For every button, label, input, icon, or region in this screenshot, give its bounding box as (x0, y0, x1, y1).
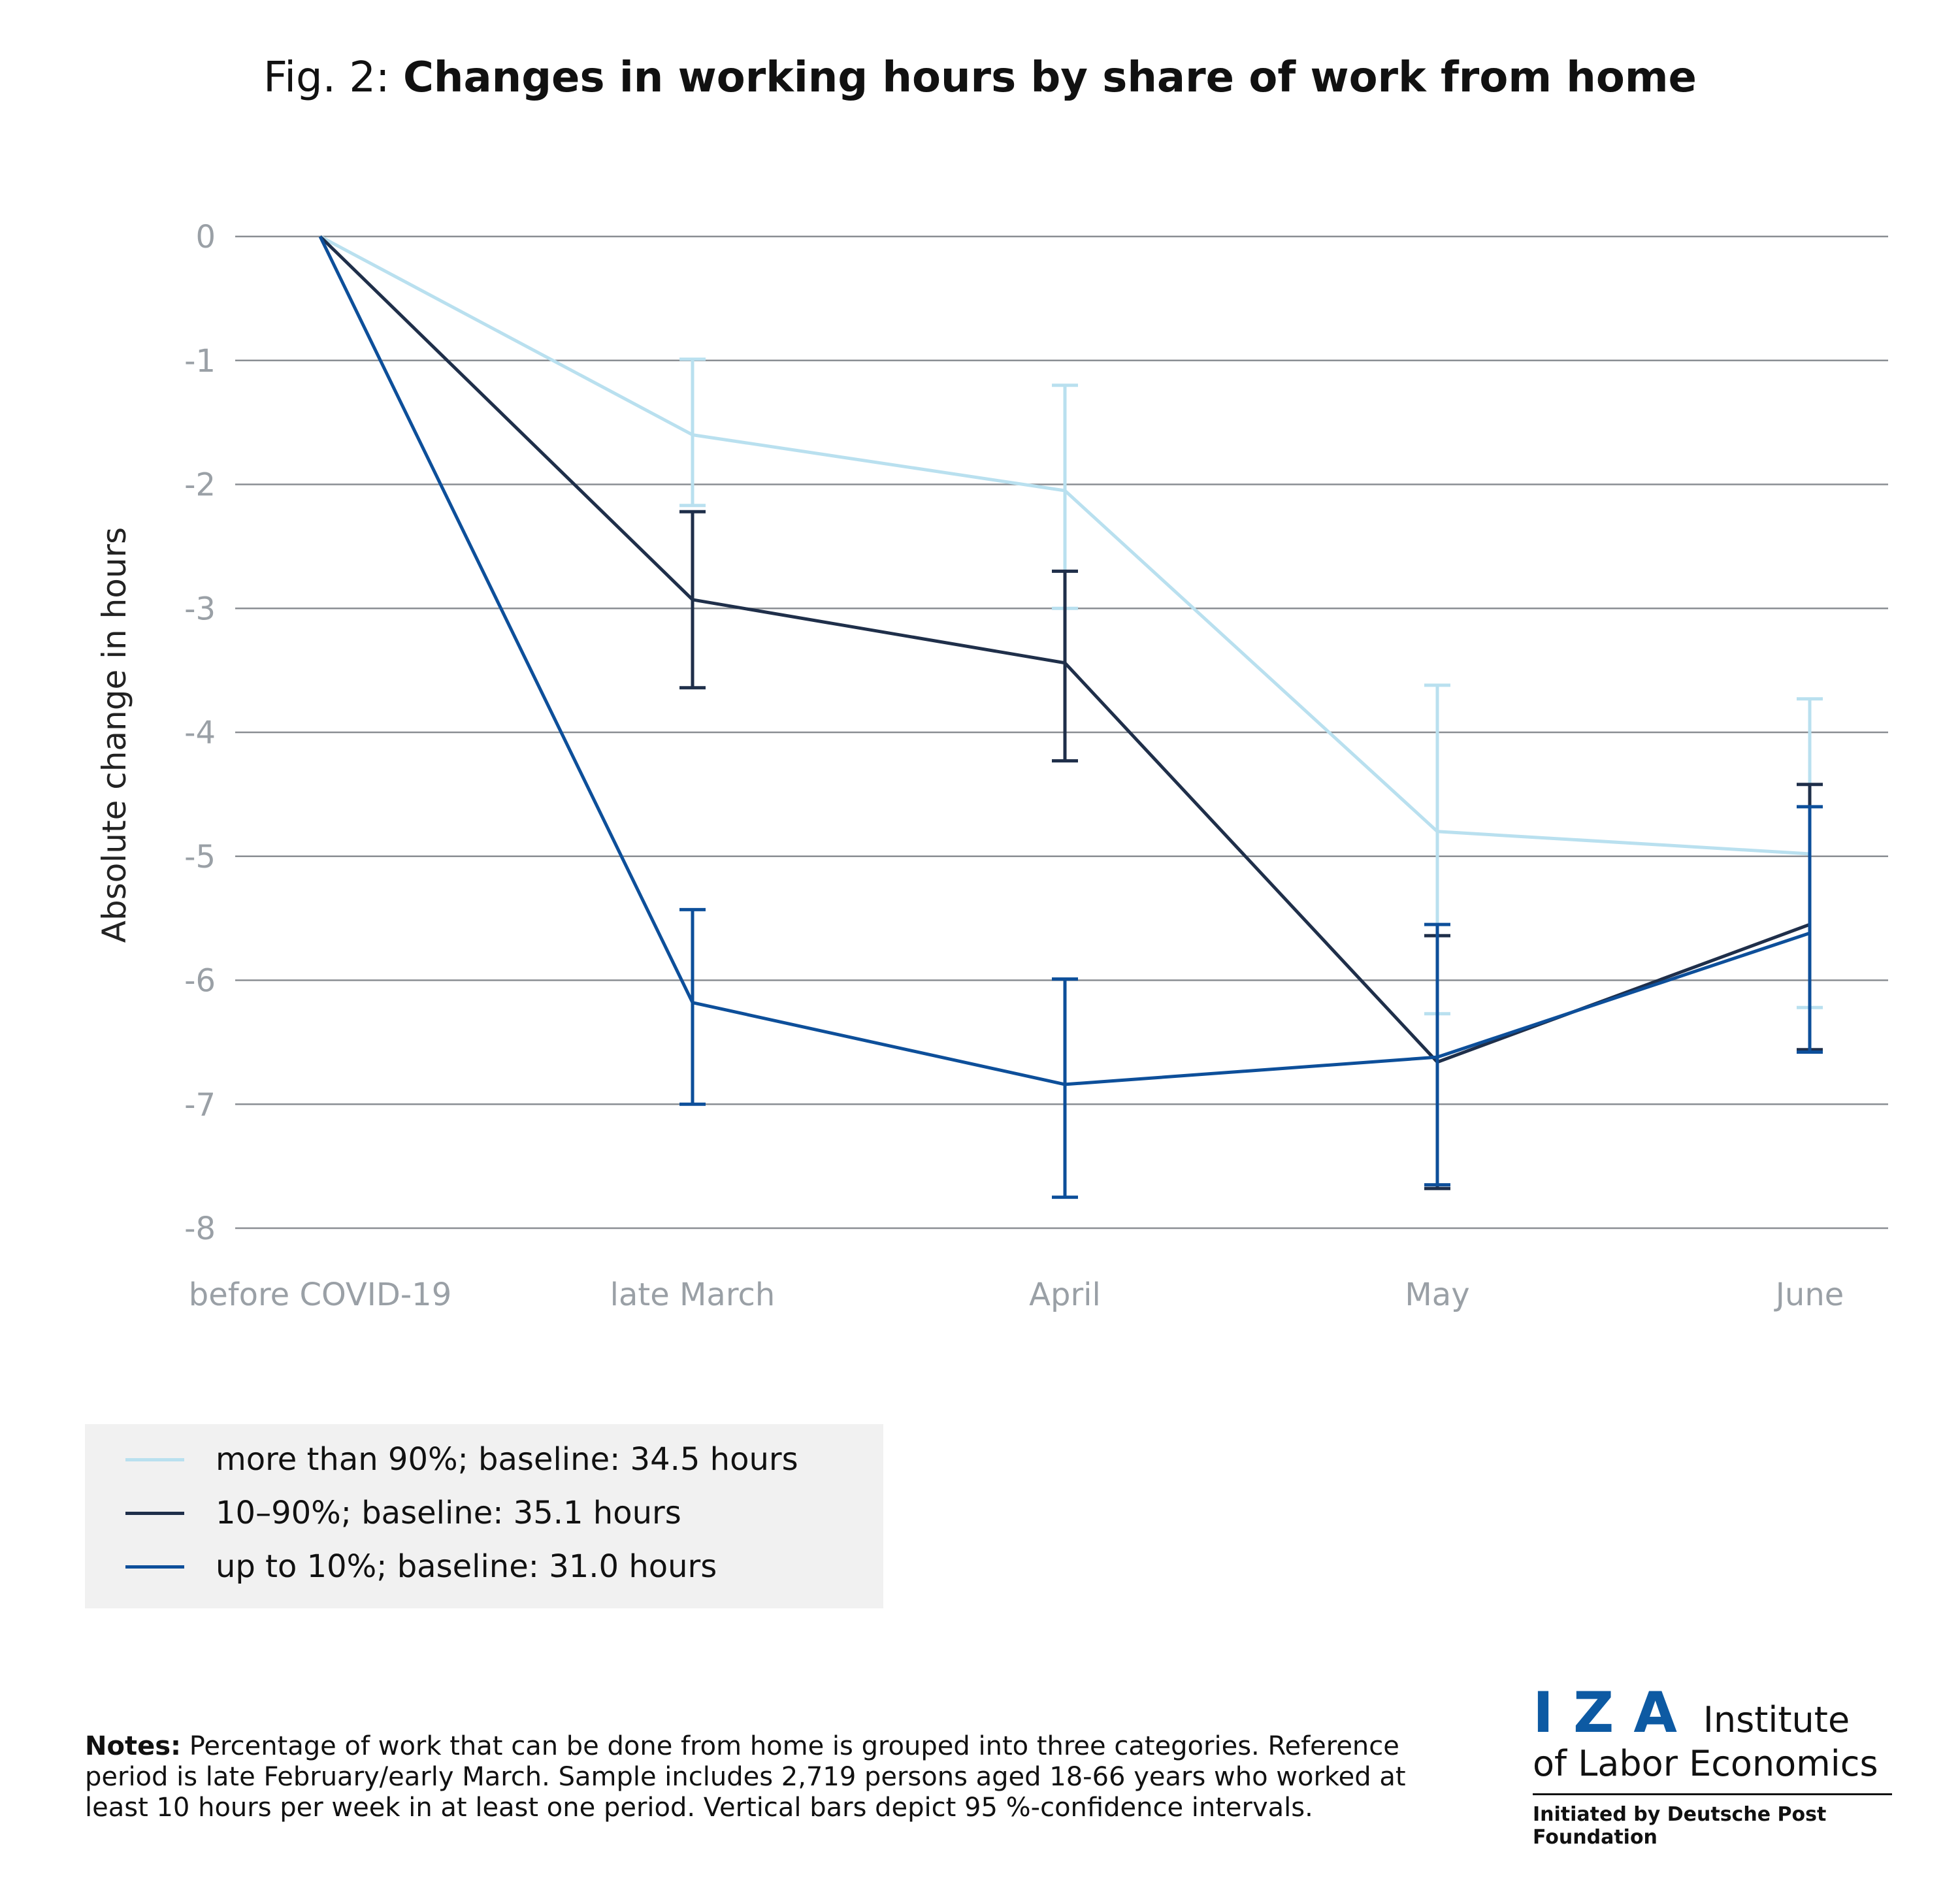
notes-text: Percentage of work that can be done from… (85, 1731, 1406, 1823)
chart-title: Fig. 2: Changes in working hours by shar… (0, 54, 1960, 102)
y-tick-label: -1 (184, 343, 216, 380)
legend-item: 10–90%; baseline: 35.1 hours (125, 1493, 681, 1533)
legend-label: more than 90%; baseline: 34.5 hours (216, 1441, 798, 1478)
y-tick-label: 0 (195, 219, 216, 255)
legend-item: up to 10%; baseline: 31.0 hours (125, 1547, 717, 1586)
x-axis-ticks: before COVID-19 late March April May June (189, 1277, 1844, 1313)
logo-line1: Institute (1703, 1699, 1850, 1740)
error-bar (1424, 922, 1450, 1187)
error-bar (679, 357, 706, 508)
legend-label: 10–90%; baseline: 35.1 hours (216, 1495, 681, 1531)
x-tick-label: before COVID-19 (189, 1277, 452, 1313)
y-tick-label: -6 (184, 963, 216, 1000)
x-tick-label: late March (610, 1277, 776, 1313)
error-bar (679, 907, 706, 1106)
y-axis-title: Absolute change in hours (95, 527, 133, 943)
legend-swatch (125, 1511, 184, 1515)
x-tick-label: June (1774, 1277, 1844, 1313)
legend-swatch (125, 1565, 184, 1569)
logo-line2: of Labor Economics (1533, 1743, 1878, 1784)
legend: more than 90%; baseline: 34.5 hours 10–90… (85, 1424, 883, 1608)
line-chart: 0 -1 -2 -3 -4 -5 -6 -7 -8 before COVID-19 late Ma… (95, 219, 1888, 1313)
y-tick-label: -2 (184, 467, 216, 504)
error-bar (679, 510, 706, 690)
logo-tagline: Initiated by Deutsche Post Foundation (1533, 1803, 1827, 1849)
error-bar (1052, 569, 1078, 763)
legend-swatch (125, 1457, 184, 1461)
legend-label: up to 10%; baseline: 31.0 hours (216, 1548, 717, 1585)
y-axis-ticks: 0 -1 -2 -3 -4 -5 -6 -7 -8 (184, 219, 216, 1247)
logo-mark: IZA (1533, 1680, 1697, 1746)
y-tick-label: -7 (184, 1086, 216, 1123)
legend-item: more than 90%; baseline: 34.5 hours (125, 1440, 798, 1479)
error-bar (1052, 977, 1078, 1199)
figure-number: Fig. 2: (263, 54, 390, 102)
y-tick-label: -5 (184, 839, 216, 875)
iza-logo: IZA Institute of Labor Economics Initiat… (1533, 1680, 1892, 1849)
error-bars (679, 357, 1823, 1199)
figure-title: Changes in working hours by share of wor… (402, 54, 1697, 102)
y-tick-label: -4 (184, 715, 216, 751)
notes: Notes: Percentage of work that can be do… (85, 1731, 1470, 1823)
logo-divider (1533, 1793, 1892, 1795)
error-bar (1797, 805, 1823, 1054)
x-tick-label: May (1405, 1277, 1469, 1313)
x-tick-label: April (1029, 1277, 1101, 1313)
y-tick-label: -8 (184, 1211, 216, 1247)
y-tick-label: -3 (184, 591, 216, 627)
notes-label: Notes: (85, 1731, 182, 1761)
